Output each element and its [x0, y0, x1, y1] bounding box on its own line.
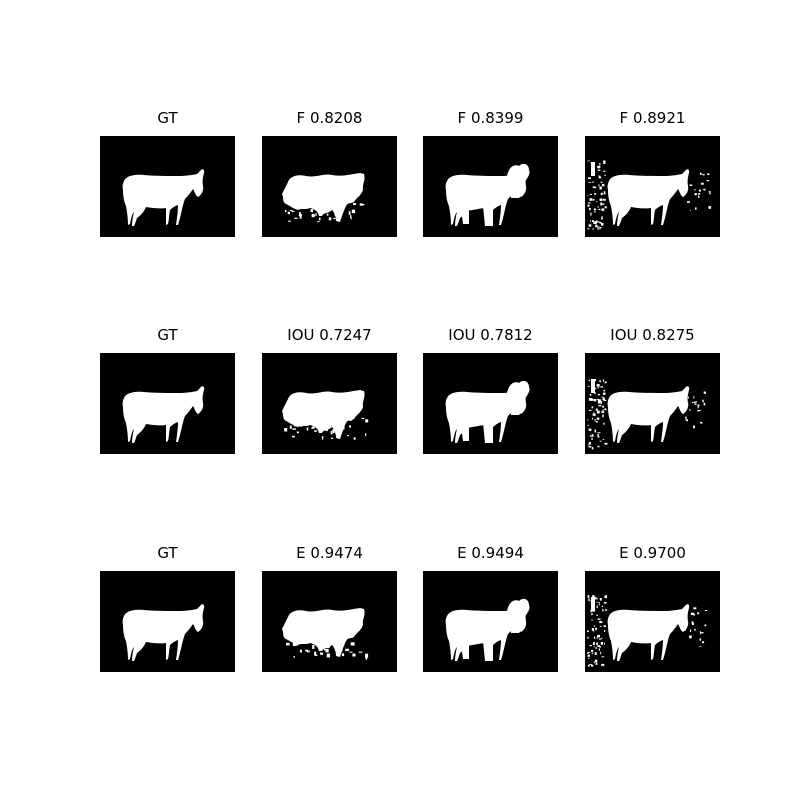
panel-title: GT: [157, 544, 178, 562]
panel-title: E 0.9700: [619, 544, 686, 562]
mask-svg: [423, 136, 558, 237]
panel-title: F 0.8921: [619, 109, 686, 127]
mask-svg: [100, 571, 235, 672]
horse-mask-image: [423, 571, 558, 672]
mask-svg: [423, 571, 558, 672]
mask-svg: [423, 353, 558, 454]
panel-title: IOU 0.7247: [287, 326, 372, 344]
panel-title: E 0.9474: [296, 544, 363, 562]
horse-mask-image: [262, 353, 397, 454]
panel-title: F 0.8208: [296, 109, 363, 127]
panel-title: E 0.9494: [457, 544, 524, 562]
mask-svg: [100, 136, 235, 237]
panel-title: IOU 0.8275: [610, 326, 695, 344]
mask-svg: [585, 353, 720, 454]
mask-svg: [262, 353, 397, 454]
horse-mask-image: [585, 353, 720, 454]
horse-mask-image: [100, 571, 235, 672]
mask-svg: [585, 571, 720, 672]
horse-mask-image: [100, 353, 235, 454]
horse-mask-image: [423, 136, 558, 237]
horse-mask-image: [100, 136, 235, 237]
panel-title: GT: [157, 109, 178, 127]
mask-svg: [585, 136, 720, 237]
panel-title: IOU 0.7812: [448, 326, 533, 344]
panel-title: GT: [157, 326, 178, 344]
horse-mask-image: [585, 571, 720, 672]
horse-mask-image: [585, 136, 720, 237]
panel-title: F 0.8399: [457, 109, 524, 127]
horse-mask-image: [423, 353, 558, 454]
horse-mask-image: [262, 571, 397, 672]
mask-svg: [262, 571, 397, 672]
mask-svg: [262, 136, 397, 237]
mask-svg: [100, 353, 235, 454]
horse-mask-image: [262, 136, 397, 237]
